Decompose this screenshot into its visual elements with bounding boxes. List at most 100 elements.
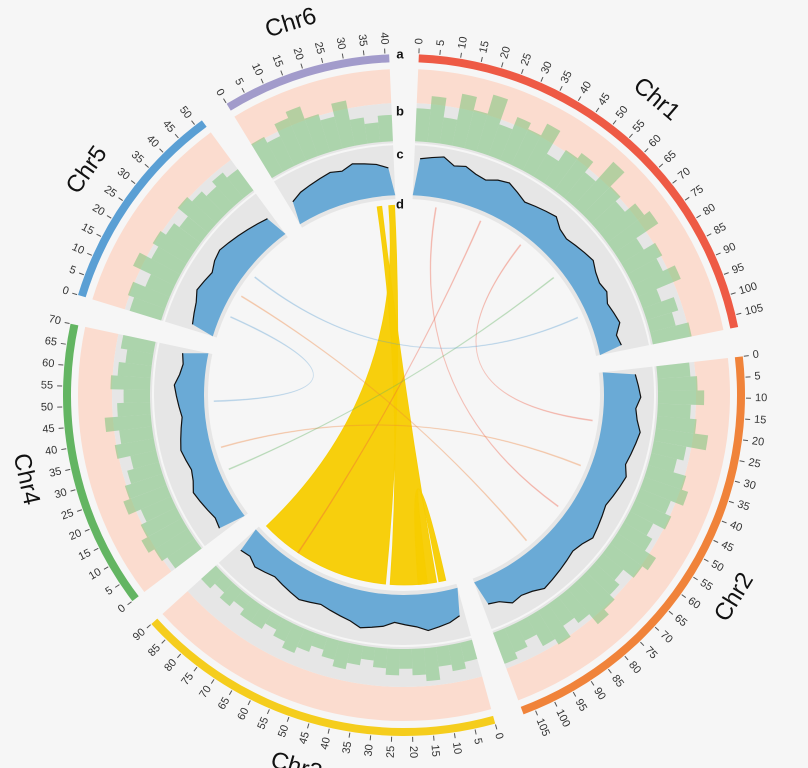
track-b-bar [564,172,596,206]
tick-label: 70 [48,313,62,327]
track-b-bar [167,538,202,569]
track-b-bar [599,203,645,243]
tick-label: 85 [146,642,163,659]
track-b-bar [594,553,624,581]
track-b-bar [214,574,234,593]
tick-label: 70 [658,629,675,646]
track-b-bar [127,462,163,484]
tick-mark [320,57,324,63]
ideogram [418,54,739,329]
track-b-bar [460,639,478,663]
tick-mark [260,78,264,84]
tick-mark [612,120,617,125]
tick-mark [87,252,93,256]
tick-mark [474,729,477,735]
tick-mark [577,96,582,102]
tick-label: 50 [709,558,726,574]
track-c-area [474,372,641,605]
tick-mark [93,547,99,552]
tick-label: 40 [728,519,744,535]
tick-mark [730,292,736,295]
track-b-bar [117,362,152,378]
tick-mark [106,215,112,219]
track-a-band [416,69,724,337]
tick-label: 45 [596,91,613,108]
tick-mark [130,180,136,185]
tick-mark [559,85,563,91]
tick-label: 0 [61,284,70,297]
tick-label: 25 [747,456,761,470]
tick-mark [495,724,498,730]
tick-label: 65 [672,612,689,629]
tick-mark [241,87,245,93]
tick-label: 10 [70,241,86,257]
track-a-band [78,326,172,593]
tick-label: 40 [144,133,161,150]
tick-label: 15 [754,414,767,427]
tick-label: 65 [662,149,679,166]
track-b-bar [591,201,625,233]
track-b-bar [125,349,154,366]
track-b-bar [154,528,195,562]
track-b-bar [651,440,687,461]
tick-mark [693,576,698,581]
tick-label: 40 [578,79,595,96]
track-b-bar [427,96,447,144]
track-b-bar [607,211,659,253]
track-c-area [240,529,460,631]
ideogram [520,356,745,715]
track-b-bar [423,646,441,682]
track-b-bar [411,648,427,676]
tick-mark [715,252,721,256]
tick-mark [736,312,742,315]
track-b-bar [141,518,188,553]
tick-label: 25 [102,183,119,200]
track-b-bar [349,117,368,146]
tick-label: 90 [131,626,148,643]
track-b-bar [617,522,653,551]
tick-mark [341,53,344,59]
tick-mark [266,709,270,715]
track-b-bar [635,488,671,514]
tick-mark [590,680,595,686]
tick-mark [734,480,740,483]
track-b-bar [488,124,513,160]
track-b-bar [240,598,262,622]
track-b-bar [233,590,252,609]
track-label: c [396,146,403,161]
track-b-bar [119,426,154,444]
track-b-bar [515,617,537,641]
tick-mark [742,439,749,442]
tick-mark [684,196,690,201]
track-b-bar [219,582,243,607]
ideogram [78,120,207,298]
track-b-bar [526,610,556,647]
tick-label: 35 [340,741,354,755]
tick-mark [78,272,85,276]
tick-mark [286,716,290,722]
tick-mark [159,148,164,153]
track-b-bar [332,640,352,670]
track-c-line [240,549,460,632]
tick-label: 50 [177,104,194,121]
tick-label: 50 [41,401,54,413]
track-b-bar [602,543,643,578]
track-b-bar [123,389,151,403]
track-b-bar [642,297,679,321]
track-b-bar [621,242,663,275]
track-b-bar [415,108,431,143]
track-b-bar [633,265,681,297]
tick-mark [84,528,90,532]
track-b-bar [629,500,672,530]
tick-mark [144,163,149,168]
tick-label: 5 [68,264,78,277]
tick-label: 105 [534,717,552,739]
tick-mark [60,342,66,345]
track-b-bar [282,623,305,654]
tick-label: 45 [160,118,177,135]
tick-label: 45 [719,539,735,555]
tick-mark [247,700,251,706]
tick-label: 30 [115,166,132,183]
tick-label: 55 [631,118,648,135]
